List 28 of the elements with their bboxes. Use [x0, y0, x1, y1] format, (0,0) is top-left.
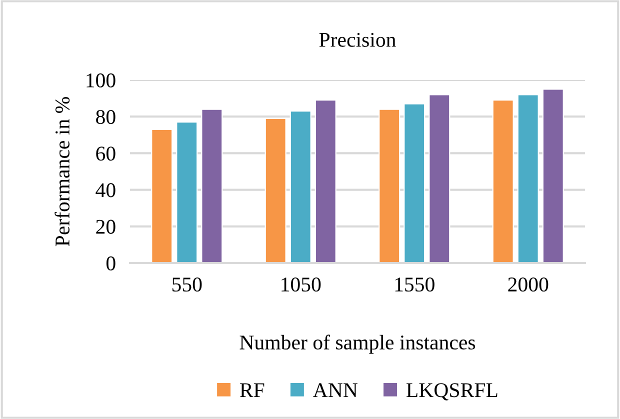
- x-tick-label: 1050: [282, 277, 321, 292]
- y-tick-label: 40: [96, 183, 116, 198]
- bar: [314, 100, 336, 263]
- y-tick-label: 80: [96, 110, 116, 124]
- bar: [517, 94, 539, 263]
- bar: [201, 108, 223, 263]
- x-tick-label: 1550: [395, 277, 434, 292]
- legend-label: ANN: [313, 383, 358, 397]
- legend-label: LKQSRFL: [406, 383, 498, 400]
- legend-label: RF: [240, 383, 264, 397]
- bar: [151, 128, 173, 263]
- x-axis-title: Number of sample instances: [240, 334, 476, 354]
- bar: [176, 122, 198, 263]
- bar: [378, 108, 400, 263]
- y-tick-label: 20: [96, 220, 116, 234]
- y-tick-label: 0: [106, 256, 116, 270]
- bar: [290, 110, 312, 263]
- y-axis-title: Performance in %: [54, 97, 70, 246]
- bar: [404, 103, 426, 263]
- bar: [264, 118, 286, 263]
- y-tick-label: 100: [86, 73, 116, 88]
- x-tick-label: 2000: [508, 277, 548, 292]
- bar: [542, 88, 564, 263]
- y-tick-label: 60: [96, 146, 116, 161]
- x-tick-label: 550: [172, 277, 202, 292]
- chart-title: Precision: [319, 32, 396, 47]
- bar: [428, 94, 450, 263]
- bar: [492, 100, 514, 263]
